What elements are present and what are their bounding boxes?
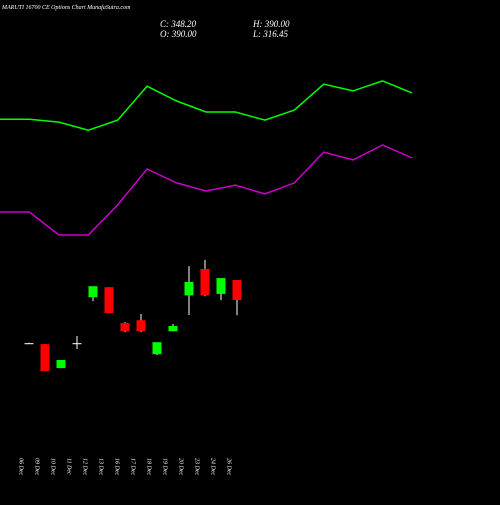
x-tick-label: 26 Dec — [226, 458, 232, 475]
x-tick-label: 06 Dec — [18, 458, 24, 475]
x-tick-label: 16 Dec — [114, 458, 120, 475]
indicator-line — [0, 80, 413, 131]
indicator-line — [0, 144, 413, 236]
candle-body — [152, 342, 162, 355]
x-tick-label: 20 Dec — [178, 458, 184, 475]
candle-body — [88, 286, 98, 298]
candle-body — [168, 325, 178, 332]
x-tick-label: 12 Dec — [82, 458, 88, 475]
high-info: H: 390.00 — [252, 19, 290, 29]
candle-body — [232, 280, 242, 301]
low-info: L: 316.45 — [252, 29, 289, 39]
chart-title: MARUTI 16700 CE Options Chart MunafaSutr… — [1, 4, 131, 11]
open-info: O: 390.00 — [160, 29, 197, 39]
candle-body — [120, 323, 130, 332]
candle-body — [56, 359, 66, 369]
candle-body — [184, 281, 194, 296]
candle-body — [216, 278, 226, 294]
x-tick-label: 13 Dec — [98, 458, 104, 475]
x-tick-label: 17 Dec — [130, 458, 136, 475]
candle-body — [24, 343, 34, 345]
candle-body — [136, 320, 146, 332]
x-tick-label: 09 Dec — [34, 458, 40, 475]
candle-body — [40, 344, 50, 371]
x-tick-label: 18 Dec — [146, 458, 152, 475]
candle-body — [104, 287, 114, 314]
candle-body — [200, 269, 210, 296]
x-tick-label: 24 Dec — [210, 458, 217, 475]
x-tick-label: 10 Dec — [50, 458, 56, 475]
x-tick-label: 11 Dec — [66, 458, 72, 475]
close-info: C: 348.20 — [160, 19, 197, 29]
x-tick-label: 23 Dec — [194, 458, 200, 475]
candle-body — [72, 343, 82, 345]
x-tick-label: 19 Dec — [162, 458, 168, 475]
